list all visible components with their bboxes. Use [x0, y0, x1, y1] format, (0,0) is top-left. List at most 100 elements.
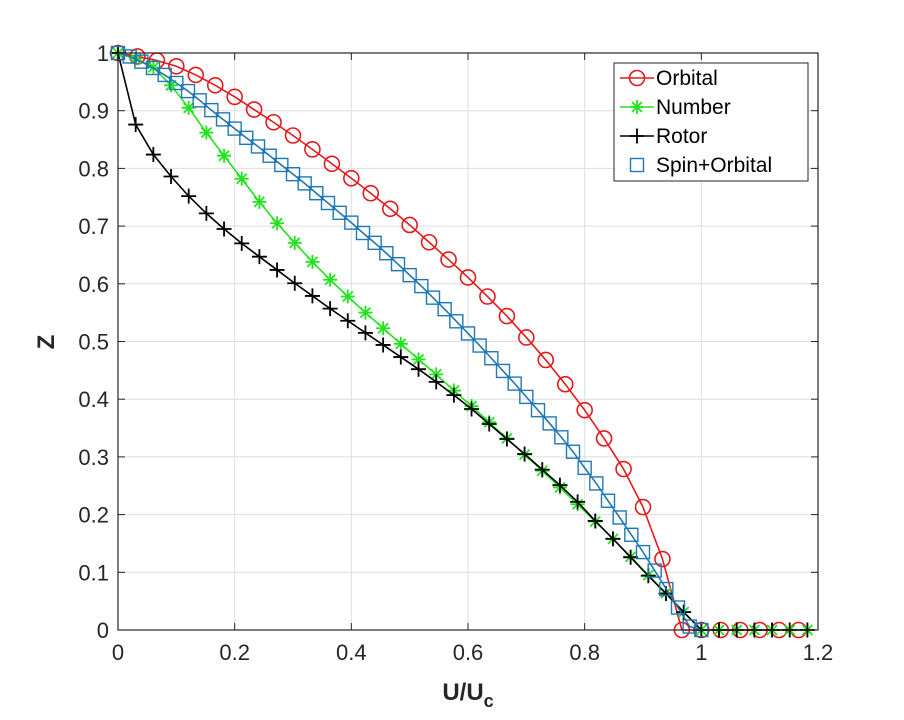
data-point-spin-orbital: [437, 301, 452, 317]
data-point-spin-orbital: [122, 49, 137, 64]
data-point-orbital: [615, 460, 632, 478]
data-point-rotor: [181, 188, 197, 204]
data-point-spin-orbital: [332, 205, 347, 221]
data-point-spin-orbital: [215, 112, 231, 127]
data-point-spin-orbital: [659, 581, 674, 597]
data-point-number: [217, 148, 232, 163]
data-point-spin-orbital: [367, 235, 382, 251]
data-point-orbital: [518, 329, 535, 346]
data-point-orbital: [323, 155, 341, 173]
data-point-rotor: [145, 147, 161, 163]
data-point-number: [164, 78, 179, 93]
data-point-spin-orbital: [320, 195, 336, 211]
series-line-rotor: [117, 52, 808, 631]
data-point-orbital: [401, 216, 418, 234]
y-tick-label: 0.7: [78, 214, 109, 239]
data-point-number: [376, 321, 391, 336]
data-point-rotor: [304, 288, 320, 304]
data-point-rotor: [234, 235, 250, 251]
data-point-orbital: [459, 269, 477, 286]
data-point-rotor: [534, 462, 550, 478]
legend-items: Orbital Number Rotor Spin+Orbital: [620, 67, 772, 177]
data-point-spin-orbital: [554, 430, 569, 445]
data-point-rotor: [587, 513, 603, 529]
data-point-spin-orbital: [204, 102, 219, 118]
data-point-spin-orbital: [682, 619, 697, 634]
data-point-orbital: [440, 251, 457, 268]
x-tick-label: 0.6: [453, 640, 484, 665]
data-point-rotor: [446, 387, 462, 403]
data-point-rotor: [411, 361, 427, 377]
data-point-spin-orbital: [647, 563, 662, 578]
data-point-orbital: [206, 77, 224, 94]
data-point-number: [287, 235, 302, 250]
y-tick-labels: 0 0.1 0.2 0.3 0.4 0.5 0.6 0.7 0.8 0.9 1: [78, 41, 109, 643]
y-tick-label: 0.8: [78, 156, 109, 181]
legend-marker-number: [630, 100, 644, 114]
y-tick-label: 1: [97, 41, 109, 66]
legend-label-number: Number: [656, 96, 731, 119]
y-axis-label: Z: [33, 335, 60, 350]
data-point-orbital: [168, 57, 185, 75]
plot-frame: [117, 52, 819, 631]
x-axis-label-main: U/U: [442, 679, 483, 706]
legend-box: [613, 62, 809, 182]
data-point-rotor: [428, 374, 444, 390]
series-spin-orbital: [110, 45, 709, 638]
data-point-number: [411, 352, 426, 367]
data-point-spin-orbital: [274, 157, 289, 173]
data-point-rotor: [287, 275, 303, 291]
legend-label-rotor: Rotor: [656, 125, 707, 148]
legend-item-orbital: Orbital: [620, 67, 718, 90]
legend-marker-orbital: [628, 69, 646, 87]
data-point-orbital: [654, 550, 671, 568]
data-point-spin-orbital: [612, 510, 627, 525]
data-point-spin-orbital: [484, 351, 499, 366]
data-point-orbital: [226, 88, 243, 106]
data-point-number: [270, 216, 285, 231]
data-point-rotor: [570, 494, 586, 510]
data-point-number: [323, 272, 338, 287]
data-point-spin-orbital: [180, 83, 196, 99]
y-tick-label: 0.5: [78, 330, 109, 355]
legend: Orbital Number Rotor Spin+Orbital: [613, 62, 809, 182]
data-point-spin-orbital: [262, 148, 277, 163]
data-point-rotor: [251, 249, 267, 265]
data-point-orbital: [595, 430, 613, 447]
data-point-number: [181, 100, 196, 115]
x-tick-label: 0.4: [336, 640, 367, 665]
data-point-number: [252, 194, 267, 209]
data-point-spin-orbital: [519, 389, 534, 405]
data-point-spin-orbital: [624, 527, 639, 542]
data-point-orbital: [537, 351, 555, 369]
data-point-orbital: [304, 141, 321, 158]
y-tick-label: 0: [97, 618, 109, 643]
data-point-rotor: [269, 262, 285, 278]
x-axis-label-subscript: c: [484, 691, 494, 711]
data-point-spin-orbital: [635, 544, 651, 560]
data-point-orbital: [245, 101, 263, 118]
data-point-orbital: [187, 66, 205, 84]
data-point-spin-orbital: [565, 444, 581, 459]
x-axis-label: U/Uc: [442, 679, 493, 711]
data-point-number: [393, 336, 408, 351]
data-point-spin-orbital: [390, 256, 406, 272]
data-point-orbital: [634, 498, 652, 516]
y-tick-label: 0.4: [78, 387, 109, 412]
data-point-spin-orbital: [169, 75, 184, 91]
grid: [118, 53, 818, 630]
x-tick-label: 0.2: [219, 640, 250, 665]
data-point-spin-orbital: [355, 225, 371, 241]
data-point-number: [199, 125, 214, 140]
data-point-rotor: [393, 349, 409, 365]
data-point-rotor: [464, 401, 480, 417]
data-point-rotor: [481, 416, 497, 432]
series-line-spin-orbital: [117, 52, 702, 631]
data-point-rotor: [552, 477, 568, 493]
data-point-orbital: [362, 184, 380, 202]
data-point-spin-orbital: [157, 67, 172, 83]
data-point-rotor: [517, 446, 533, 462]
data-point-orbital: [576, 401, 593, 419]
data-point-spin-orbital: [239, 130, 254, 146]
